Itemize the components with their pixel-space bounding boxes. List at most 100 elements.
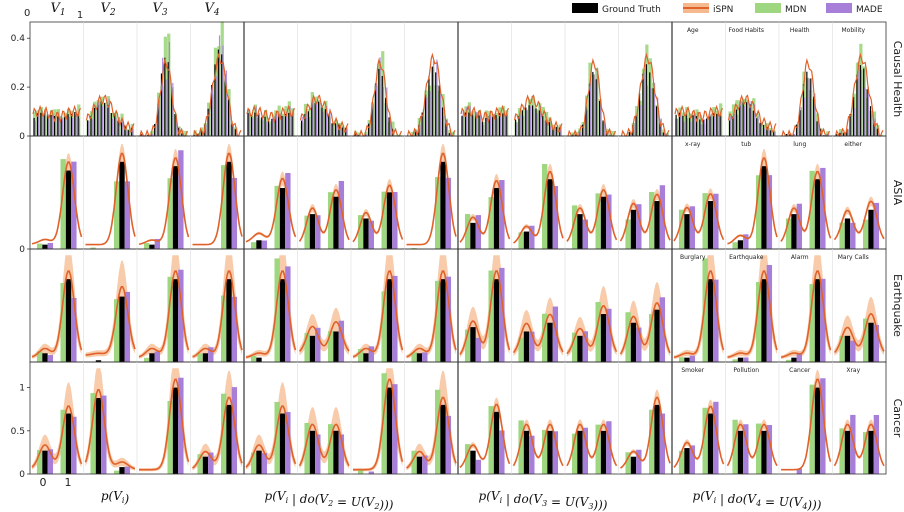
ground-truth-bar: [149, 353, 155, 362]
made-bar: [766, 424, 773, 474]
mdn-bar: [809, 170, 815, 249]
ground-truth-bar: [493, 411, 500, 474]
made-bar: [141, 133, 143, 136]
made-bar: [689, 355, 696, 362]
ground-truth-bar: [64, 116, 66, 136]
ispn-line: [192, 52, 242, 137]
made-bar: [305, 110, 307, 136]
ground-truth-bar: [735, 109, 737, 136]
mdn-bar: [464, 444, 471, 474]
ground-truth-bar: [706, 118, 708, 136]
mdn-bar: [220, 295, 227, 362]
subplot: [139, 368, 190, 474]
mdn-bar: [785, 218, 792, 249]
made-bar: [476, 111, 478, 136]
legend-swatch: [572, 3, 598, 13]
mdn-bar: [809, 284, 815, 362]
ispn-line: [833, 313, 885, 354]
ground-truth-bar: [110, 112, 112, 136]
mdn-bar: [625, 219, 631, 249]
ground-truth-bar: [678, 112, 681, 136]
made-bar: [743, 424, 749, 474]
made-bar: [689, 206, 696, 249]
ground-truth-bar: [124, 125, 126, 136]
made-bar: [346, 126, 348, 136]
ground-truth-bar: [386, 387, 393, 474]
made-bar: [78, 118, 80, 136]
mdn-bar: [364, 132, 368, 136]
ground-truth-bar: [630, 209, 637, 249]
subplot: [353, 51, 403, 137]
ground-truth-bar: [140, 134, 142, 136]
legend-item: Ground Truth: [572, 3, 661, 15]
ground-truth-bar: [542, 116, 544, 136]
subplot: [513, 164, 564, 249]
made-bar: [379, 57, 381, 136]
ground-truth-bar: [749, 104, 751, 136]
variable-label: Mobility: [841, 27, 865, 34]
ground-truth-bar: [737, 357, 744, 362]
ispn-line: [781, 57, 831, 137]
made-bar: [205, 124, 207, 136]
made-bar: [372, 104, 374, 136]
made-bar: [44, 110, 47, 136]
made-bar: [703, 119, 706, 136]
made-bar: [332, 126, 334, 136]
subplot: [406, 370, 457, 474]
ispn-line: [85, 286, 136, 356]
made-bar: [382, 87, 385, 136]
made-bar: [72, 117, 74, 136]
legend-label: MDN: [785, 5, 806, 15]
mdn-bar: [541, 313, 548, 362]
made-bar: [700, 124, 702, 136]
ground-truth-bar: [654, 404, 660, 474]
ground-truth-bar: [600, 430, 607, 474]
made-bar: [713, 279, 719, 362]
ground-truth-bar: [642, 73, 644, 136]
mdn-bar: [327, 424, 334, 474]
made-bar: [255, 106, 257, 136]
ground-truth-bar: [585, 106, 587, 136]
mdn-bar: [862, 432, 869, 474]
made-bar: [546, 119, 548, 136]
made-bar: [660, 118, 662, 136]
subplot: [620, 389, 671, 474]
column-title: p(Vi | do(V4 = U(V4))): [693, 489, 822, 512]
ground-truth-bar: [468, 112, 470, 136]
made-bar: [533, 109, 535, 136]
ispn-line: [674, 104, 724, 124]
made-bar: [710, 113, 712, 136]
mdn-bar: [357, 215, 364, 249]
made-bar: [552, 186, 559, 249]
subplot: Alarm: [780, 254, 832, 362]
ground-truth-bar: [328, 114, 330, 136]
ground-truth-bar: [684, 448, 690, 474]
mdn-bar: [518, 232, 524, 249]
ground-truth-bar: [217, 49, 219, 136]
ground-truth-bar: [756, 118, 758, 136]
ground-truth-bar: [117, 120, 119, 136]
ground-truth-bar: [65, 170, 72, 249]
variable-label: Food Habits: [729, 27, 764, 34]
ground-truth-bar: [309, 214, 316, 249]
ground-truth-bar: [823, 135, 825, 136]
ground-truth-bar: [324, 108, 326, 136]
variable-label: Burglary: [680, 254, 706, 261]
made-bar: [165, 79, 167, 136]
subplot: [138, 255, 190, 362]
subplot: [31, 255, 83, 362]
ground-truth-bar: [416, 456, 423, 474]
y-tick-label: 1: [19, 384, 25, 394]
made-bar: [422, 109, 424, 136]
mdn-bar: [648, 409, 655, 474]
made-bar: [426, 97, 428, 136]
subplot: [298, 180, 350, 249]
ground-truth-bar: [470, 450, 476, 474]
mdn-bar: [113, 299, 120, 362]
ground-truth-bar: [745, 102, 748, 136]
mdn-bar: [167, 401, 173, 474]
made-bar: [376, 83, 378, 136]
made-bar: [526, 109, 528, 136]
made-bar: [315, 434, 321, 474]
mdn-bar: [411, 248, 417, 249]
